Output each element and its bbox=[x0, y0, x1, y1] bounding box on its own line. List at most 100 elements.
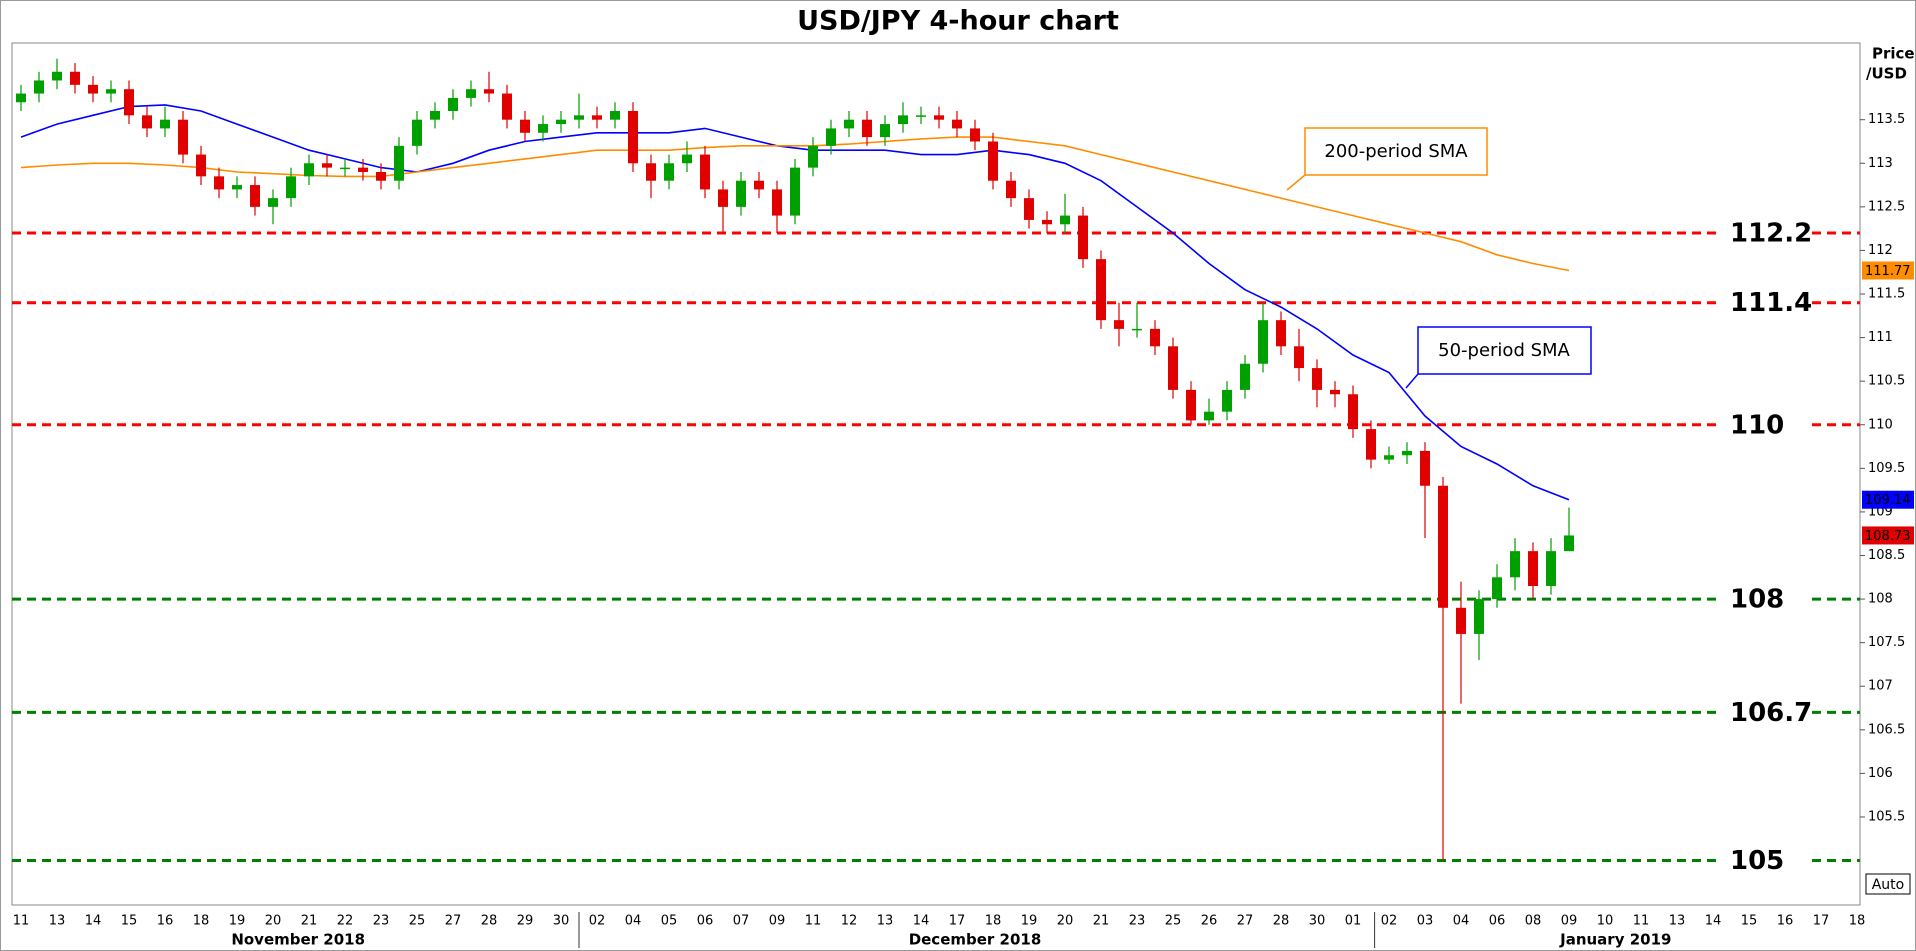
level-label: 105 bbox=[1730, 846, 1784, 876]
y-tick-label: 110.5 bbox=[1868, 374, 1905, 389]
candle-body bbox=[556, 119, 566, 125]
x-tick-label: 22 bbox=[337, 914, 354, 929]
x-tick-label: 14 bbox=[913, 914, 930, 929]
candle-body bbox=[970, 128, 980, 142]
candle-body bbox=[1042, 219, 1052, 225]
x-group-label: November 2018 bbox=[231, 931, 365, 949]
candle-body bbox=[88, 84, 98, 94]
y-tick-label: 110 bbox=[1868, 417, 1893, 432]
last-value-chip bbox=[1862, 526, 1914, 545]
candle-body bbox=[1078, 215, 1088, 260]
x-tick-label: 04 bbox=[625, 914, 642, 929]
candle-body bbox=[1546, 551, 1556, 586]
candle-body bbox=[16, 93, 26, 103]
candle-body bbox=[124, 89, 134, 116]
candle-body bbox=[304, 163, 314, 177]
callout-box bbox=[1304, 127, 1488, 176]
callout-box bbox=[1417, 326, 1592, 375]
y-tick-label: 106 bbox=[1868, 766, 1893, 781]
last-value-label: 109.14 bbox=[1865, 493, 1911, 508]
x-tick-label: 10 bbox=[1597, 914, 1614, 929]
x-tick-label: 09 bbox=[769, 914, 786, 929]
candle-body bbox=[1276, 320, 1286, 347]
x-tick-label: 12 bbox=[841, 914, 858, 929]
y-tick-label: 112.5 bbox=[1868, 199, 1905, 214]
y-tick-label: 113 bbox=[1868, 156, 1893, 171]
candle-body bbox=[736, 180, 746, 207]
candle-body bbox=[520, 119, 530, 133]
x-tick-label: 21 bbox=[1093, 914, 1110, 929]
x-tick-label: 03 bbox=[1417, 914, 1434, 929]
x-group-label: January 2019 bbox=[1559, 931, 1671, 949]
candle-body bbox=[1150, 328, 1160, 347]
x-tick-label: 18 bbox=[1849, 914, 1866, 929]
x-tick-label: 27 bbox=[445, 914, 462, 929]
candle-body bbox=[1564, 535, 1574, 552]
candle-body bbox=[790, 167, 800, 216]
candle-body bbox=[160, 119, 170, 129]
x-tick-label: 09 bbox=[1561, 914, 1578, 929]
candle-body bbox=[934, 115, 944, 120]
x-tick-label: 16 bbox=[157, 914, 174, 929]
level-label: 112.2 bbox=[1730, 219, 1812, 249]
candle-body bbox=[106, 89, 116, 94]
y-tick-label: 106.5 bbox=[1868, 722, 1905, 737]
callout-connector bbox=[1286, 174, 1306, 191]
candle-body bbox=[664, 163, 674, 181]
candle-body bbox=[700, 154, 710, 190]
level-label-bg bbox=[1722, 287, 1810, 318]
y-tick-label: 107.5 bbox=[1868, 635, 1905, 650]
candle-body bbox=[466, 89, 476, 98]
x-tick-label: 06 bbox=[697, 914, 714, 929]
x-tick-label: 11 bbox=[1633, 914, 1650, 929]
candle-body bbox=[1402, 450, 1412, 456]
candle-body bbox=[1492, 577, 1502, 600]
y-tick-label: 105.5 bbox=[1868, 809, 1905, 824]
level-label-bg bbox=[1722, 218, 1810, 249]
candle-body bbox=[1060, 215, 1070, 225]
sma-line bbox=[20, 104, 1570, 501]
candle-body bbox=[916, 115, 926, 117]
candle-body bbox=[70, 71, 80, 85]
x-tick-label: 05 bbox=[661, 914, 678, 929]
y-axis-label: Price bbox=[1872, 45, 1915, 63]
candle-body bbox=[430, 110, 440, 120]
candle-body bbox=[1096, 259, 1106, 321]
candle-body bbox=[1168, 346, 1178, 390]
auto-button[interactable] bbox=[1865, 873, 1911, 895]
candle-body bbox=[52, 71, 62, 81]
candle-body bbox=[988, 141, 998, 181]
candle-body bbox=[1474, 599, 1484, 634]
candle-body bbox=[502, 93, 512, 120]
y-tick-label: 111 bbox=[1868, 330, 1893, 345]
candle-body bbox=[1456, 607, 1466, 634]
x-tick-label: 27 bbox=[1237, 914, 1254, 929]
auto-button-label[interactable]: Auto bbox=[1872, 877, 1905, 893]
level-label-bg bbox=[1722, 845, 1810, 876]
y-tick-label: 113.5 bbox=[1868, 112, 1905, 127]
x-tick-label: 06 bbox=[1489, 914, 1506, 929]
candle-body bbox=[196, 154, 206, 177]
candle-body bbox=[592, 115, 602, 120]
candle-body bbox=[682, 154, 692, 164]
candle-body bbox=[376, 171, 386, 181]
candle-body bbox=[610, 110, 620, 120]
x-tick-label: 25 bbox=[409, 914, 426, 929]
x-tick-label: 18 bbox=[193, 914, 210, 929]
candle-body bbox=[484, 89, 494, 94]
x-tick-label: 14 bbox=[1705, 914, 1722, 929]
candle-body bbox=[898, 115, 908, 125]
x-tick-label: 17 bbox=[949, 914, 966, 929]
y-tick-label: 108 bbox=[1868, 592, 1893, 607]
last-value-label: 111.77 bbox=[1865, 264, 1911, 279]
x-tick-label: 16 bbox=[1777, 914, 1794, 929]
x-tick-label: 08 bbox=[1525, 914, 1542, 929]
x-group-label: December 2018 bbox=[909, 931, 1042, 949]
candle-body bbox=[1024, 198, 1034, 220]
x-tick-label: 26 bbox=[1201, 914, 1218, 929]
candle-body bbox=[1420, 450, 1430, 486]
candle-body bbox=[34, 80, 44, 94]
candle-body bbox=[1222, 389, 1232, 412]
